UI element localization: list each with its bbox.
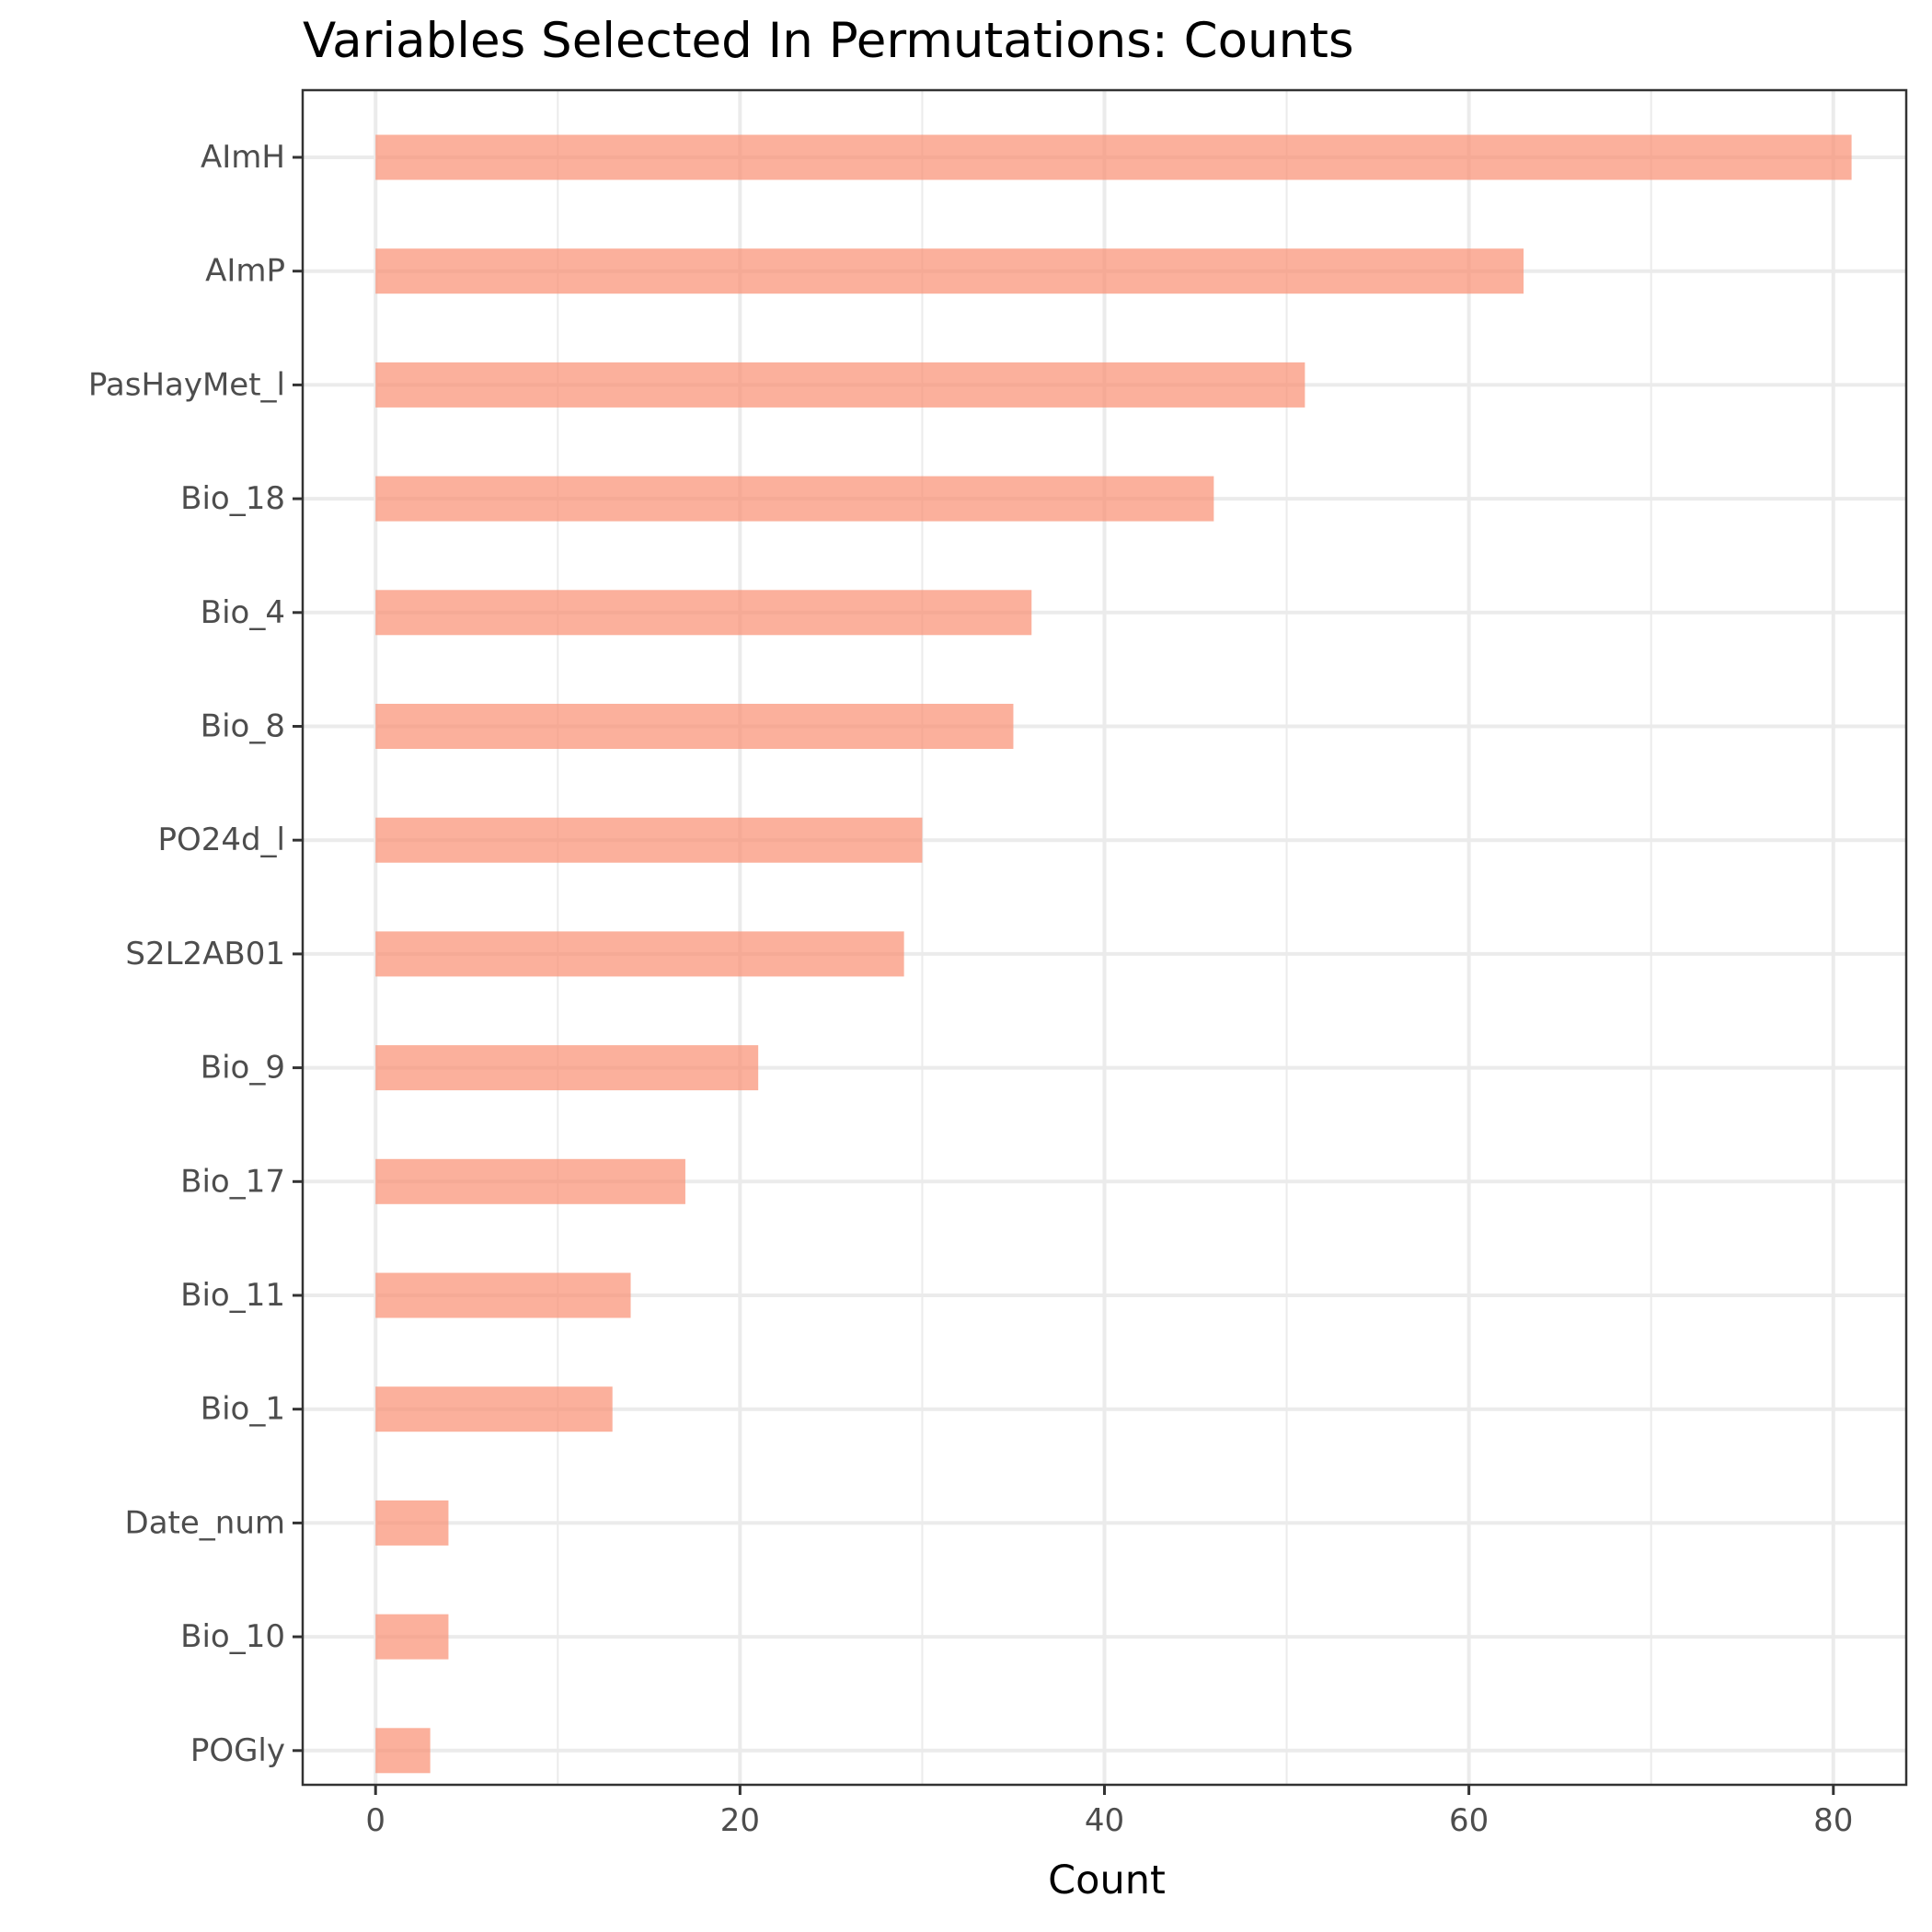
x-tick-label: 80 [1813,1802,1853,1839]
y-tick-label: Bio_17 [180,1163,285,1200]
bar [375,1386,613,1432]
bar [375,1272,631,1318]
x-axis-title: Count [1048,1857,1166,1903]
bar [375,1614,449,1660]
bar [375,1500,449,1546]
y-tick-label: Bio_10 [180,1618,285,1655]
y-tick-label: Bio_11 [180,1277,285,1314]
x-tick-label: 60 [1449,1802,1489,1839]
chart-title: Variables Selected In Permutations: Coun… [303,13,1354,69]
y-tick-label: S2L2AB01 [125,936,285,972]
y-tick-label: Bio_8 [201,708,285,745]
bar [375,817,923,863]
y-tick-label: Bio_4 [201,594,285,631]
x-tick-label: 20 [720,1802,760,1839]
bar [375,476,1214,522]
y-tick-label: Bio_1 [201,1391,285,1428]
bar [375,704,1014,749]
y-tick-label: POGly [190,1732,285,1769]
x-tick-label: 0 [365,1802,385,1839]
y-tick-label: AImH [201,139,285,176]
bar [375,1045,759,1091]
bar [375,248,1524,294]
y-tick-label: PasHayMet_l [88,366,285,403]
y-tick-label: PO24d_l [157,822,285,858]
x-axis: 0 20 40 60 80 [365,1785,1853,1839]
y-tick-label: Date_num [125,1504,285,1541]
bar [375,931,904,977]
bars [375,134,1852,1774]
y-tick-label: Bio_9 [201,1050,285,1087]
bar [375,362,1305,408]
y-tick-label: Bio_18 [180,480,285,517]
bar [375,1158,685,1204]
y-axis: AImH AImP PasHayMet_l Bio_18 Bio_4 Bio_8 PO24d… [88,139,303,1769]
y-tick-label: AImP [205,253,285,290]
bar [375,134,1852,180]
x-tick-label: 40 [1085,1802,1124,1839]
bar [375,590,1032,636]
bar [375,1728,431,1774]
